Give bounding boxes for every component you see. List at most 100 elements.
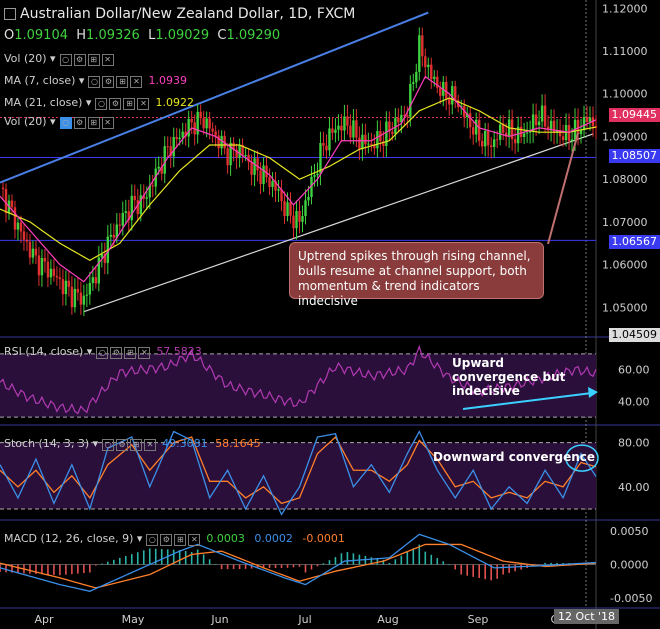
indicator-buttons[interactable]: ○ ⚙ ⊞ ✕: [59, 116, 116, 129]
candle-body: [334, 129, 337, 133]
candle-body: [46, 261, 50, 278]
candle-body: [253, 158, 256, 175]
candle-body: [331, 128, 334, 133]
candle-body: [477, 119, 481, 141]
candle-body: [52, 268, 56, 276]
indicator-buttons[interactable]: ○ ⚙ ⊞ ✕: [102, 438, 158, 451]
price-tick-4: 1.08000: [602, 173, 648, 186]
candle-body: [516, 126, 520, 144]
candle-body: [157, 166, 160, 169]
ma7-value: 1.0939: [148, 74, 187, 87]
candle-body: [175, 137, 178, 140]
candle-body: [124, 211, 127, 213]
macd-histogram-bar: [262, 564, 265, 569]
candle-body: [576, 119, 580, 135]
macd-histogram-bar: [214, 564, 217, 565]
collapse-icon[interactable]: [4, 8, 16, 20]
macd-histogram-bar: [95, 564, 97, 566]
macd-histogram-bar: [346, 552, 349, 565]
indicator-ma7[interactable]: MA (7, close) ▾ ○ ⚙ ⊞ ✕ 1.0939: [4, 74, 187, 88]
candle-body: [400, 114, 403, 123]
rsi-line: [0, 344, 597, 415]
candle-body: [79, 292, 83, 305]
candle-body: [322, 143, 325, 146]
candle-body: [427, 64, 430, 68]
candle-body: [64, 280, 68, 295]
candle-body: [214, 131, 217, 136]
candle-body: [277, 189, 280, 191]
indicator-buttons[interactable]: ○ ⚙ ⊞ ✕: [95, 97, 151, 110]
macd-histogram-bar: [544, 562, 546, 565]
candle-body: [247, 155, 250, 162]
candle-body: [43, 257, 47, 262]
candle-body: [238, 144, 241, 158]
macd-histogram-bar: [286, 564, 289, 568]
candle-body: [495, 139, 499, 141]
macd-histogram-bar: [412, 548, 415, 565]
ma7-label: MA (7, close): [4, 74, 76, 87]
candle-body: [262, 165, 265, 185]
rsi-header[interactable]: RSI (14, close) ▾ ○ ⚙ ⊞ ✕ 57.5823: [4, 345, 202, 359]
indicator-buttons[interactable]: ○ ⚙ ⊞ ✕: [146, 533, 202, 546]
indicator-buttons[interactable]: ○ ⚙ ⊞ ✕: [96, 346, 152, 359]
macd-histogram-bar: [160, 549, 163, 565]
macd-histogram-bar: [148, 548, 151, 565]
candle-body: [382, 141, 385, 146]
macd-header[interactable]: MACD (12, 26, close, 9) ▾ ○ ⚙ ⊞ ✕ 0.0003 0.00…: [4, 532, 345, 546]
symbol-title: Australian Dollar/New Zealand Dollar, 1D…: [20, 6, 356, 22]
indicator-buttons[interactable]: ○ ⚙ ⊞ ✕: [88, 75, 144, 88]
stoch-header[interactable]: Stoch (14, 3, 3) ▾ ○ ⚙ ⊞ ✕ 49.3081 58.1645: [4, 437, 261, 451]
price-tag-level1: 1.08507: [608, 149, 660, 163]
macd-histogram-bar: [460, 564, 463, 575]
macd-histogram-bar: [310, 564, 313, 570]
candle-body: [229, 142, 232, 166]
candle-body: [85, 294, 89, 296]
candle-body: [424, 56, 427, 68]
candle-body: [190, 119, 193, 123]
candle-body: [226, 148, 229, 166]
macd-histogram-bar: [448, 564, 451, 566]
candle-body: [139, 195, 142, 215]
candle-body: [421, 35, 424, 57]
indicator-ma21[interactable]: MA (21, close) ▾ ○ ⚙ ⊞ ✕ 1.0922: [4, 96, 194, 110]
candle-body: [504, 132, 508, 137]
indicator-vol-2[interactable]: Vol (20) ▾ ○ ⚙ ⊞ ✕: [4, 115, 116, 129]
candle-body: [415, 71, 418, 83]
candle-body: [160, 166, 163, 174]
macd-histogram-bar: [430, 554, 433, 565]
candle-body: [10, 200, 14, 208]
time-axis: AprMayJunJulAugSepOct: [34, 613, 570, 626]
date-tag: 12 Oct '18: [554, 609, 620, 624]
candle-body: [472, 127, 475, 135]
candle-body: [76, 288, 80, 293]
candle-body: [310, 176, 313, 197]
month-tick-0: Apr: [34, 613, 54, 626]
macd-histogram-bar: [328, 560, 331, 565]
candle-body: [585, 117, 589, 123]
macd-histogram-bar: [292, 564, 295, 568]
macd-histogram-bar: [406, 551, 409, 565]
candle-body: [184, 131, 187, 137]
candle-body: [187, 119, 190, 137]
candle-body: [148, 185, 151, 198]
chart-title: Australian Dollar/New Zealand Dollar, 1D…: [4, 6, 355, 22]
price-tag-current: 1.09445: [608, 108, 660, 122]
candle-body: [492, 139, 496, 147]
candle-body: [460, 105, 463, 108]
candle-body: [166, 146, 169, 148]
indicator-buttons[interactable]: ○ ⚙ ⊞ ✕: [59, 53, 116, 66]
candle-body: [28, 241, 32, 258]
candle-body: [469, 113, 472, 128]
indicator-vol-1[interactable]: Vol (20) ▾ ○ ⚙ ⊞ ✕: [4, 52, 116, 66]
candle-body: [352, 120, 355, 138]
candle-body: [97, 257, 101, 284]
macd-histogram-bar: [77, 564, 79, 574]
macd-histogram-bar: [238, 564, 241, 570]
stoch-label: Stoch (14, 3, 3): [4, 437, 90, 450]
macd-histogram-bar: [11, 564, 13, 573]
macd-histogram-bar: [382, 559, 385, 565]
candle-body: [376, 131, 379, 149]
macd-histogram-bar: [53, 564, 55, 575]
macd-histogram-bar: [466, 564, 469, 576]
